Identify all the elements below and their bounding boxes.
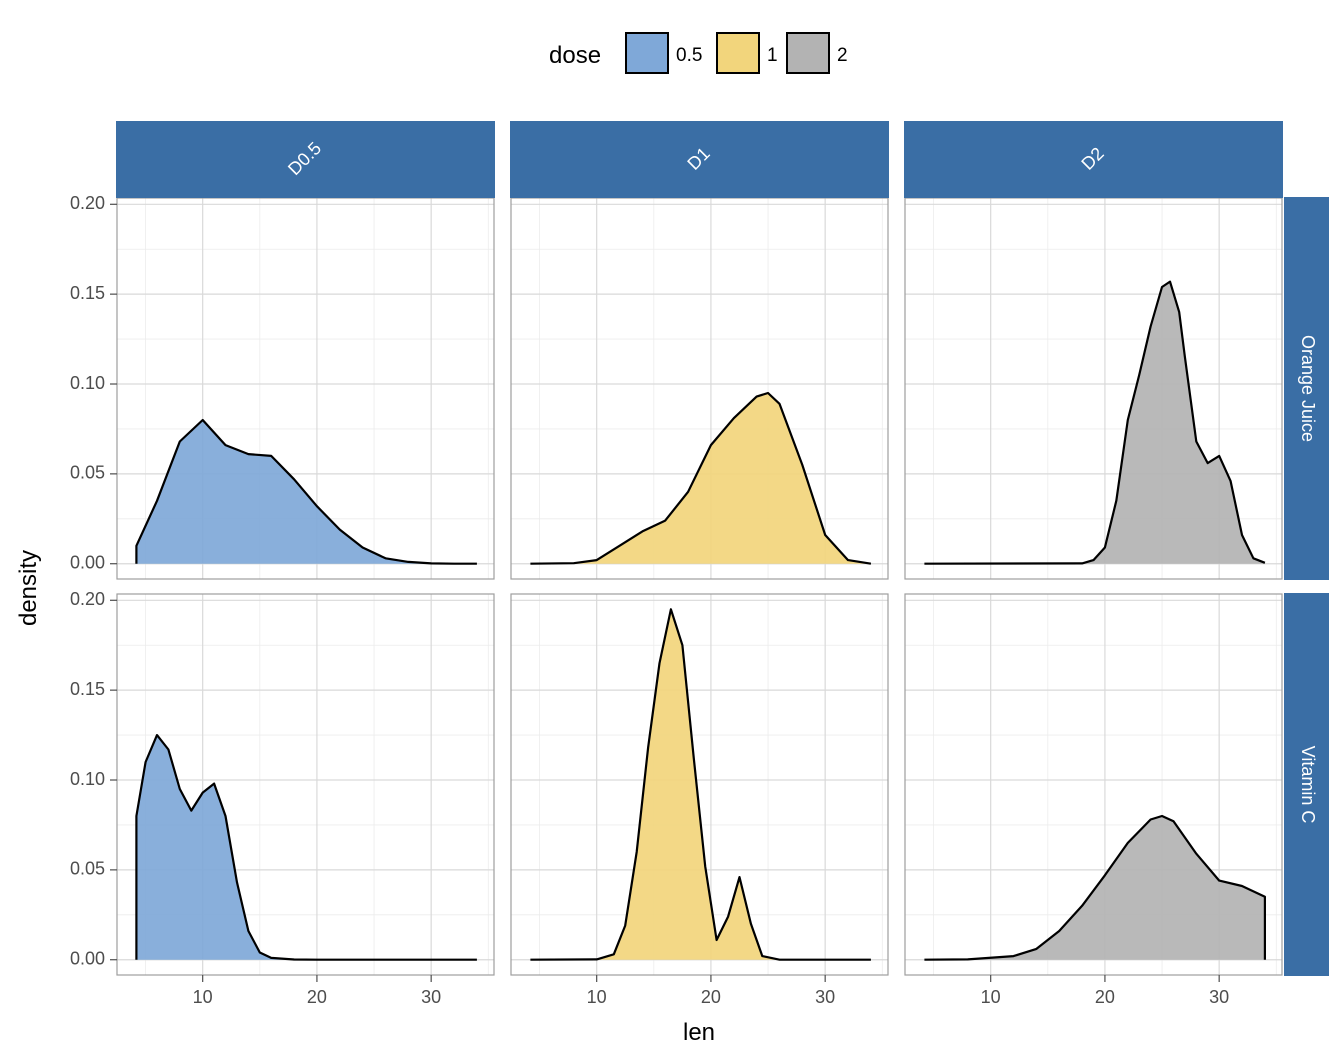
x-tick-label: 30 (815, 987, 835, 1007)
x-tick-label: 20 (701, 987, 721, 1007)
legend-item-1: 1 (716, 32, 778, 74)
legend-label: 0.5 (676, 45, 702, 66)
density-area (136, 420, 477, 564)
y-tick-label: 0.15 (70, 283, 105, 303)
legend-label: 1 (767, 45, 778, 66)
panel-1-0 (116, 593, 495, 976)
legend-item-2: 2 (786, 32, 848, 74)
strip-background (510, 121, 889, 198)
y-tick-label: 0.20 (70, 193, 105, 213)
strip-label: Vitamin C (1298, 746, 1318, 824)
density-line (924, 280, 1266, 565)
y-tick-label: 0.10 (70, 373, 105, 393)
density-line (135, 734, 477, 961)
legend-item-0: 0.5 (625, 32, 702, 74)
x-tick-label: 30 (421, 987, 441, 1007)
density-line (135, 418, 477, 565)
density-line (530, 608, 871, 961)
legend: dose 0.5 1 2 (549, 32, 848, 74)
density-area (924, 816, 1265, 960)
legend-title: dose (549, 42, 601, 69)
x-axis-title: len (683, 1019, 715, 1046)
x-tick-label: 10 (587, 987, 607, 1007)
panel-border (510, 593, 889, 976)
strip-col-1: D1 (510, 121, 889, 198)
facet-panels (116, 197, 1283, 976)
y-tick-label: 0.00 (70, 552, 105, 572)
x-tick-label: 10 (193, 987, 213, 1007)
density-line (924, 814, 1266, 961)
y-tick-label: 0.15 (70, 679, 105, 699)
y-tick-label: 0.00 (70, 948, 105, 968)
density-area (530, 609, 871, 960)
strip-background (116, 121, 495, 198)
panel-1-1 (510, 593, 889, 976)
axes: 0.00 0.05 0.10 0.15 0.20 0.00 0.05 0.10 0.15 0.20… (70, 193, 1229, 1007)
panel-0-0 (116, 197, 495, 580)
density-area (530, 393, 871, 564)
strip-col-2: D2 (904, 121, 1283, 198)
panel-1-2 (904, 593, 1283, 976)
strip-row-1: Vitamin C (1284, 593, 1329, 976)
x-tick-label: 30 (1209, 987, 1229, 1007)
panel-border (116, 593, 495, 976)
strip-background (1284, 593, 1329, 976)
y-tick-label: 0.10 (70, 769, 105, 789)
y-tick-label: 0.05 (70, 859, 105, 879)
strip-row-0: Orange Juice (1284, 197, 1329, 580)
strip-label: Orange Juice (1298, 335, 1318, 442)
y-tick-label: 0.20 (70, 589, 105, 609)
x-tick-label: 20 (307, 987, 327, 1007)
strip-col-0: D0.5 (116, 121, 495, 198)
x-tick-label: 20 (1095, 987, 1115, 1007)
y-tick-label: 0.05 (70, 463, 105, 483)
density-area (924, 281, 1265, 564)
strip-background (1284, 197, 1329, 580)
legend-key (625, 32, 669, 74)
legend-label: 2 (837, 45, 848, 66)
facet-strips: D0.5 D1 D2 Orange Juice Vitamin C (116, 121, 1329, 976)
legend-key (716, 32, 760, 74)
panel-border (904, 593, 1283, 976)
x-tick-label: 10 (981, 987, 1001, 1007)
density-line (530, 391, 872, 565)
panel-0-2 (904, 197, 1283, 580)
strip-background (904, 121, 1283, 198)
panel-0-1 (510, 197, 889, 580)
density-area (136, 735, 477, 960)
y-axis-title: density (15, 550, 42, 626)
legend-key (786, 32, 830, 74)
